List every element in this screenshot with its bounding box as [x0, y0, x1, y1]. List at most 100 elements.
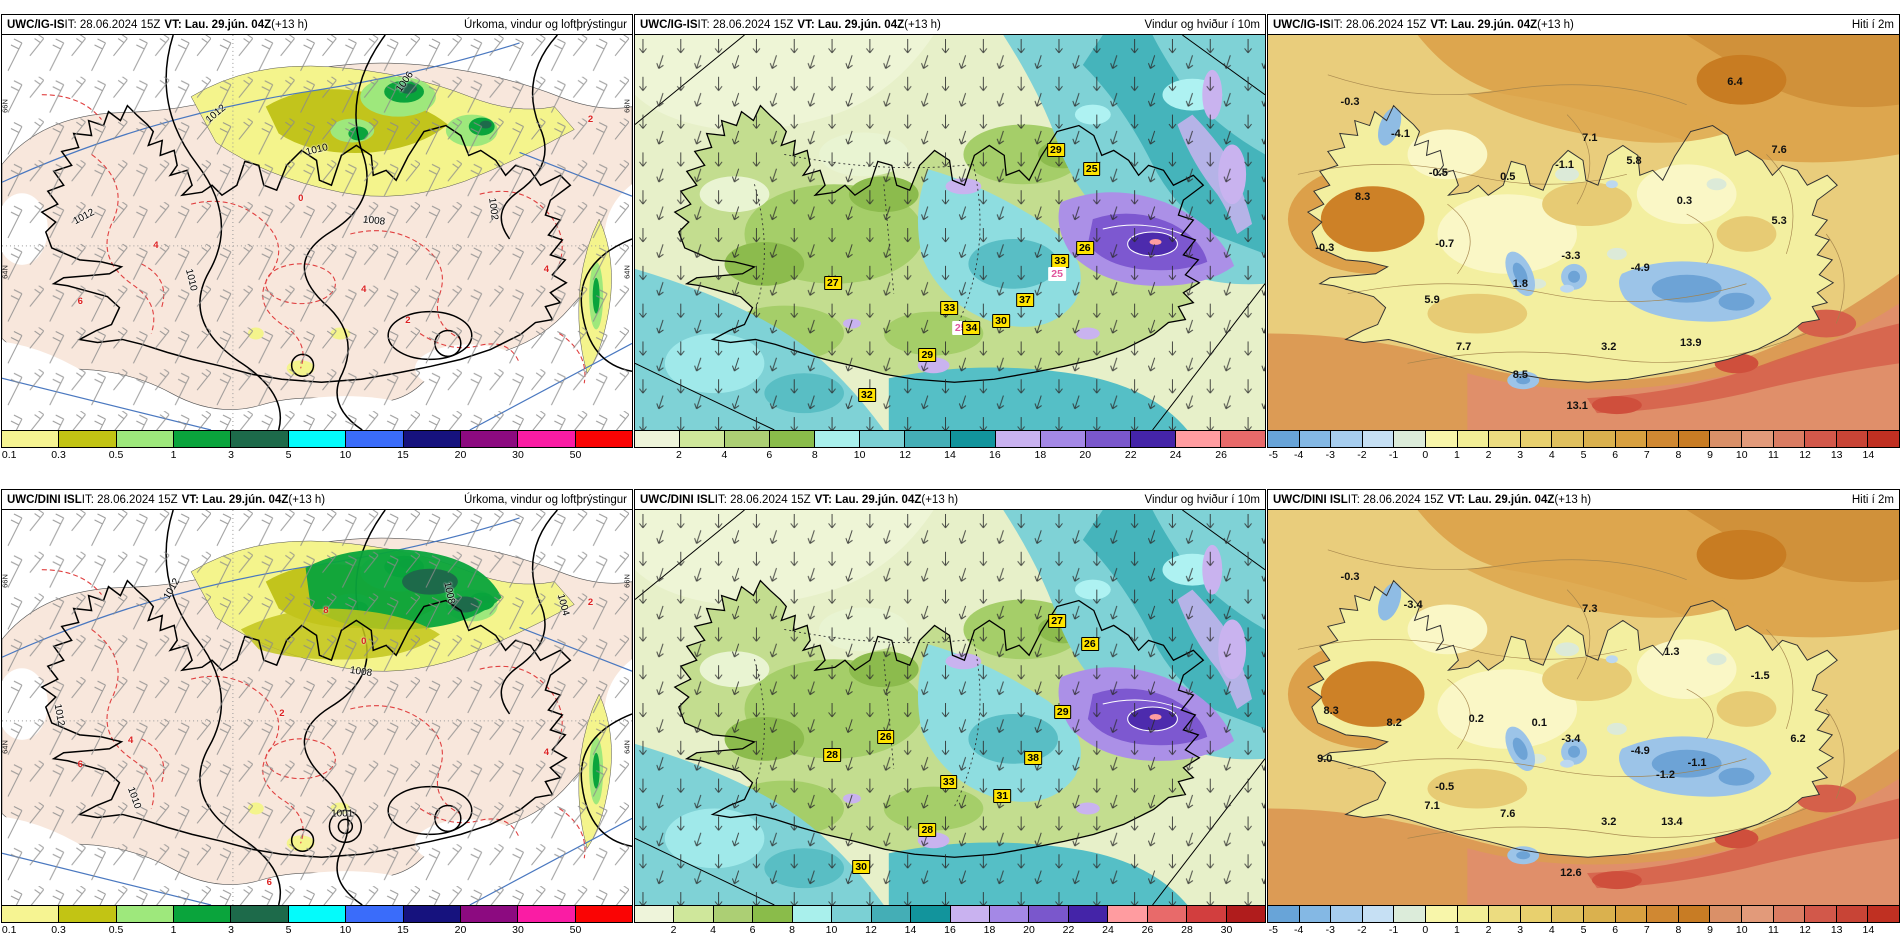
colorbar-segment — [231, 431, 289, 447]
colorbar-tick-label: 14 — [904, 924, 917, 936]
colorbar-segment — [1331, 431, 1363, 447]
precip-colorbar-labels: 0.1 0.3 0.5 1 3 5 10 15 20 30 50 — [1, 924, 633, 937]
colorbar-tick-label: 2 — [1485, 924, 1492, 936]
colorbar-segment — [815, 431, 861, 447]
colorbar-tick-label: 20 — [454, 924, 467, 936]
colorbar-segment — [871, 906, 912, 922]
colorbar-tick-label: -3 — [1325, 924, 1335, 936]
colorbar-segment — [1226, 906, 1265, 922]
temp-map: -0.3 -4.1 7.1 6.4 7.6 -0.5 0.5 -1.1 5.8 8.3 0.3 5.3… — [1268, 35, 1899, 430]
init-time: IT: 28.06.2024 15Z — [81, 493, 178, 506]
colorbar-tick-label: 22 — [1062, 924, 1075, 936]
colorbar-tick-label: 9 — [1707, 449, 1714, 461]
wind-map-svg — [635, 35, 1265, 430]
colorbar-tick-label: 5 — [1580, 449, 1587, 461]
colorbar-tick-label: 11 — [1767, 924, 1779, 936]
run-info: UWC/DINI ISLIT: 28.06.2024 15Z VT: Lau. 2… — [640, 494, 962, 506]
init-time: IT: 28.06.2024 15Z — [1347, 493, 1444, 506]
run-info: UWC/IG-ISIT: 28.06.2024 15Z VT: Lau. 29.j… — [7, 19, 312, 31]
colorbar-tick-label: -5 — [1268, 449, 1278, 461]
colorbar-segment — [1520, 906, 1553, 922]
precip-map-svg — [2, 510, 632, 905]
colorbar-segment — [1678, 906, 1711, 922]
valid-time: VT: Lau. 29.jún. 04Z — [797, 18, 905, 31]
lead-time: (+13 h) — [921, 493, 959, 506]
panel-dini-precip: UWC/DINI ISLIT: 28.06.2024 15Z VT: Lau. 2… — [0, 475, 633, 950]
colorbar-tick-label: 20 — [1023, 924, 1035, 936]
colorbar-tick-label: 12 — [1799, 924, 1811, 936]
colorbar-segment — [288, 906, 347, 922]
colorbar-segment — [575, 906, 632, 922]
model-name: UWC/IG-IS — [1273, 18, 1331, 31]
colorbar-segment — [1615, 906, 1648, 922]
colorbar-segment — [1583, 431, 1616, 447]
colorbar-segment — [1489, 431, 1521, 447]
model-name: UWC/IG-IS — [640, 18, 698, 31]
colorbar-tick-label: 30 — [512, 924, 524, 936]
colorbar-tick-label: 14 — [1862, 924, 1875, 936]
panel-frame: UWC/DINI ISLIT: 28.06.2024 15Z VT: Lau. 2… — [1, 489, 633, 923]
temp-colorbar — [1268, 430, 1899, 447]
colorbar-segment — [346, 431, 404, 447]
colorbar-tick-label: 10 — [339, 449, 352, 461]
colorbar-segment — [1362, 431, 1395, 447]
colorbar-segment — [1836, 906, 1869, 922]
colorbar-segment — [674, 906, 714, 922]
model-name: UWC/IG-IS — [7, 18, 65, 31]
product-title: Hiti í 2m — [1851, 493, 1894, 506]
colorbar-segment — [1457, 906, 1490, 922]
colorbar-tick-label: 18 — [1034, 449, 1047, 461]
panel-header: UWC/IG-ISIT: 28.06.2024 15Z VT: Lau. 29.j… — [1268, 15, 1899, 35]
colorbar-segment — [989, 906, 1030, 922]
colorbar-tick-label: 0.5 — [108, 449, 124, 461]
colorbar-segment — [1175, 431, 1222, 447]
colorbar-tick-label: 10 — [1735, 924, 1748, 936]
run-info: UWC/DINI ISLIT: 28.06.2024 15Z VT: Lau. 2… — [1273, 494, 1595, 506]
panel-header: UWC/IG-ISIT: 28.06.2024 15Z VT: Lau. 29.j… — [635, 15, 1265, 35]
colorbar-tick-label: -3 — [1325, 449, 1335, 461]
colorbar-tick-label: 14 — [1862, 449, 1875, 461]
colorbar-tick-label: 0.5 — [108, 924, 124, 936]
panel-dini-temp: UWC/DINI ISLIT: 28.06.2024 15Z VT: Lau. 2… — [1266, 475, 1900, 950]
colorbar-tick-label: 7 — [1643, 449, 1650, 461]
colorbar-tick-label: -2 — [1357, 449, 1367, 461]
colorbar-tick-label: 4 — [710, 924, 716, 936]
colorbar-tick-label: 8 — [811, 449, 818, 461]
product-title: Vindur og hviður í 10m — [1144, 493, 1261, 506]
panel-frame: UWC/IG-ISIT: 28.06.2024 15Z VT: Lau. 29.j… — [1267, 14, 1900, 448]
colorbar-segment — [713, 906, 754, 922]
lead-time: (+13 h) — [904, 18, 941, 31]
temp-colorbar-labels: -5 -4 -3 -2 -1 0 1 2 3 4 5 6 7 8 9 10 11 12 13 14 — [1267, 924, 1900, 937]
colorbar-tick-label: 16 — [944, 924, 956, 936]
colorbar-segment — [2, 906, 60, 922]
colorbar-segment — [1868, 906, 1899, 922]
colorbar-segment — [1425, 431, 1458, 447]
panel-frame: UWC/IG-ISIT: 28.06.2024 15Z VT: Lau. 29.j… — [1, 14, 633, 448]
panel-header: UWC/DINI ISLIT: 28.06.2024 15Z VT: Lau. 2… — [635, 490, 1265, 510]
colorbar-tick-label: 11 — [1767, 449, 1779, 461]
colorbar-segment — [174, 431, 232, 447]
wind-colorbar-labels: 2 4 6 8 10 12 14 16 18 20 22 24 26 28 30 — [634, 924, 1266, 937]
product-title: Vindur og hviður í 10m — [1144, 18, 1261, 31]
run-info: UWC/IG-ISIT: 28.06.2024 15Z VT: Lau. 29.j… — [1273, 19, 1578, 31]
colorbar-segment — [518, 431, 576, 447]
colorbar-tick-label: 10 — [1735, 449, 1748, 461]
colorbar-tick-label: 7 — [1643, 924, 1650, 936]
colorbar-segment — [1221, 431, 1266, 447]
colorbar-tick-label: 1 — [170, 449, 177, 461]
colorbar-segment — [911, 906, 951, 922]
colorbar-segment — [1805, 906, 1837, 922]
colorbar-tick-label: -4 — [1293, 449, 1304, 461]
colorbar-segment — [59, 906, 117, 922]
panel-igis-temp: UWC/IG-ISIT: 28.06.2024 15Z VT: Lau. 29.j… — [1266, 0, 1900, 475]
colorbar-tick-label: 2 — [1485, 449, 1492, 461]
panel-igis-wind: UWC/IG-ISIT: 28.06.2024 15Z VT: Lau. 29.j… — [633, 0, 1266, 475]
colorbar-segment — [753, 906, 793, 922]
valid-time: VT: Lau. 29.jún. 04Z — [1430, 18, 1538, 31]
colorbar-tick-label: 18 — [983, 924, 996, 936]
colorbar-segment — [1678, 431, 1711, 447]
colorbar-segment — [1040, 431, 1086, 447]
